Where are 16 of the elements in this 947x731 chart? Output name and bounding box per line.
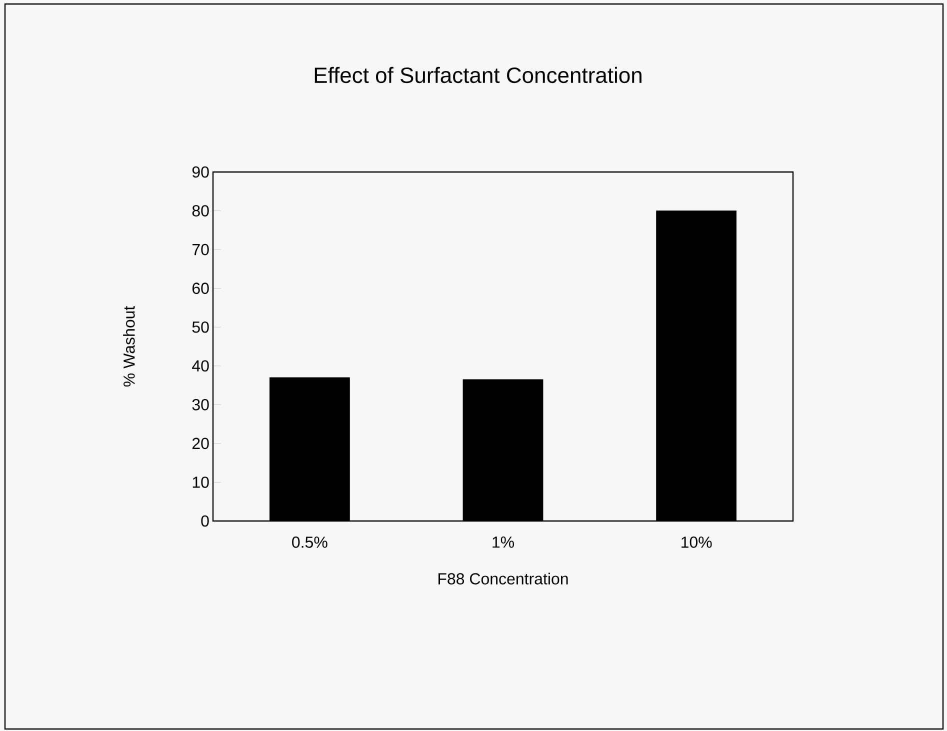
y-tick-label: 0	[201, 515, 209, 527]
x-tick-label: 1%	[492, 536, 514, 548]
y-tick-label: 60	[192, 282, 209, 294]
y-tick-label: 10	[192, 476, 209, 488]
y-tick-label: 90	[192, 166, 209, 178]
x-tick-label: 0.5%	[292, 536, 328, 548]
y-tick-label: 30	[192, 399, 209, 410]
x-tick-label: 10%	[682, 536, 712, 548]
y-tick-label: 50	[192, 321, 209, 333]
x-axis-title: F88 Concentration	[438, 572, 568, 584]
y-tick-label: 20	[192, 438, 209, 450]
y-axis-title: % Washout	[123, 306, 135, 387]
chart-title: Effect of Surfactant Concentration	[314, 66, 642, 84]
y-tick-label: 70	[192, 244, 209, 256]
y-tick-label: 80	[192, 205, 209, 216]
y-tick-label: 40	[192, 360, 209, 372]
